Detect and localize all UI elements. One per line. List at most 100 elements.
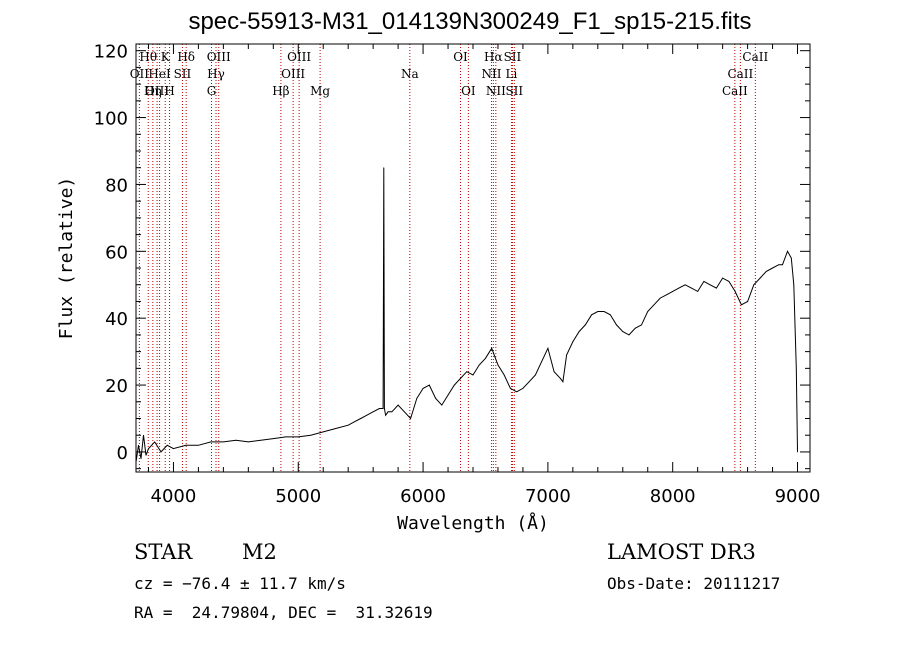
y-tick-label: 0: [117, 443, 128, 464]
flux-point: [222, 441, 224, 443]
flux-point: [709, 284, 711, 286]
flux-point: [310, 434, 312, 436]
flux-point: [584, 324, 586, 326]
emission-line-label: K: [161, 50, 171, 64]
flux-point: [347, 424, 349, 426]
flux-point: [659, 297, 661, 299]
flux-point: [391, 411, 393, 413]
flux-point: [684, 284, 686, 286]
emission-line-label: HeI: [148, 67, 171, 81]
flux-point: [622, 331, 624, 332]
flux-point: [703, 281, 705, 282]
flux-point: [616, 324, 617, 326]
flux-point: [247, 441, 249, 443]
plot-frame: [135, 43, 811, 473]
flux-point: [260, 439, 262, 441]
y-tick-label: 60: [105, 242, 128, 263]
flux-point: [372, 411, 374, 413]
emission-line-label: OIII: [207, 50, 231, 64]
emission-line-label: OIII: [287, 50, 311, 64]
flux-point: [497, 364, 499, 366]
emission-line-markers: [138, 44, 756, 472]
emission-line-label: CaII: [727, 67, 753, 81]
flux-point: [441, 404, 443, 406]
emission-line-label: OI: [461, 84, 476, 98]
flux-point: [478, 364, 480, 366]
flux-point: [787, 250, 788, 252]
flux-point: [360, 418, 362, 419]
flux-point: [535, 374, 536, 376]
emission-line-label: SII: [505, 84, 523, 98]
emission-line-label: OIII: [145, 84, 169, 98]
flux-point: [272, 438, 274, 439]
flux-point: [647, 311, 649, 312]
y-tick-label: 40: [105, 309, 128, 330]
flux-point: [566, 354, 568, 356]
flux-point: [198, 444, 199, 446]
flux-point: [185, 444, 187, 446]
emission-line-label: OII: [130, 67, 150, 81]
emission-line-label: H: [164, 84, 174, 98]
flux-point: [782, 264, 783, 266]
flux-point: [728, 281, 730, 282]
flux-point: [387, 411, 389, 413]
emission-line-label: G: [207, 84, 217, 98]
flux-point: [678, 287, 680, 289]
flux-point: [578, 331, 580, 332]
flux-point: [166, 444, 168, 446]
flux-point: [322, 431, 324, 433]
y-tick-label: 100: [94, 109, 128, 130]
flux-point: [653, 304, 655, 306]
object-class: STAR: [134, 540, 193, 564]
flux-point: [460, 377, 461, 379]
flux-point: [416, 398, 418, 399]
flux-point: [491, 347, 493, 349]
flux-point: [740, 304, 742, 306]
flux-point: [772, 267, 773, 269]
flux-point: [759, 277, 761, 279]
emission-line-label: Hθ: [139, 50, 157, 64]
emission-line-label: CaII: [742, 50, 768, 64]
flux-point: [384, 411, 386, 413]
flux-point: [697, 291, 699, 292]
flux-point: [747, 301, 748, 302]
flux-point: [715, 287, 717, 289]
flux-point: [143, 434, 144, 436]
y-tick-label: 120: [94, 42, 128, 63]
flux-point: [559, 377, 561, 379]
emission-line-label: Li: [506, 67, 518, 81]
flux-point: [641, 324, 642, 326]
observation-date: Obs-Date: 20111217: [607, 574, 781, 593]
flux-point: [591, 314, 592, 316]
emission-line-label: NII: [481, 67, 501, 81]
flux-point: [382, 408, 384, 409]
flux-point: [572, 341, 574, 342]
flux-point: [753, 284, 755, 286]
flux-point: [472, 374, 474, 376]
flux-point: [765, 270, 767, 272]
flux-point: [634, 327, 636, 329]
emission-line-label: OI: [453, 50, 468, 64]
flux-point: [145, 454, 147, 456]
emission-line-label: SII: [174, 67, 192, 81]
x-tick-label: 8000: [650, 486, 696, 507]
flux-line: [135, 167, 798, 463]
redshift-cz: cz = −76.4 ± 11.7 km/s: [134, 574, 346, 593]
flux-point: [722, 277, 724, 279]
emission-line-label: Na: [401, 67, 419, 81]
object-subclass: M2: [242, 540, 277, 564]
emission-line-label: NII: [486, 84, 506, 98]
flux-point: [562, 381, 564, 383]
chart-title: spec-55913-M31_014139N300249_F1_sp15-215…: [188, 8, 752, 35]
flux-point: [422, 388, 424, 389]
flux-point: [403, 411, 405, 413]
x-tick-label: 7000: [525, 486, 571, 507]
flux-point: [447, 394, 449, 396]
emission-line-label: OIII: [281, 67, 305, 81]
survey-label: LAMOST DR3: [607, 540, 756, 564]
emission-line-label: Mg: [310, 84, 330, 98]
flux-point: [154, 441, 156, 443]
y-axis-label: Flux (relative): [56, 177, 77, 340]
y-tick-label: 20: [105, 376, 128, 397]
